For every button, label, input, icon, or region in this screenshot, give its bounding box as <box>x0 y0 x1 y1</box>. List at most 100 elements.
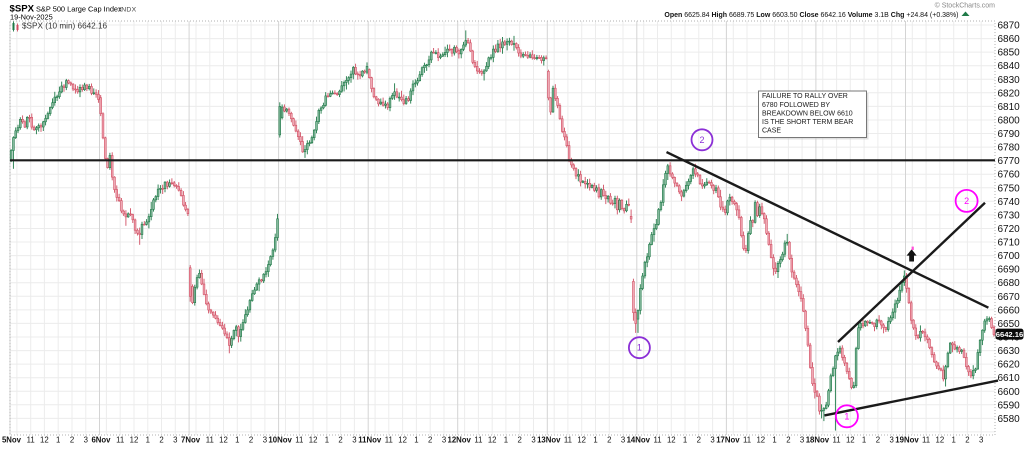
svg-text:11: 11 <box>206 436 214 445</box>
svg-text:3: 3 <box>84 436 88 445</box>
svg-text:1: 1 <box>593 436 597 445</box>
svg-text:18Nov: 18Nov <box>806 436 830 445</box>
svg-text:6600: 6600 <box>998 387 1021 398</box>
svg-text:6590: 6590 <box>998 400 1021 411</box>
svg-text:6750: 6750 <box>998 183 1021 194</box>
svg-text:2: 2 <box>518 436 522 445</box>
svg-text:© StockCharts.com: © StockCharts.com <box>935 2 996 10</box>
svg-text:13Nov: 13Nov <box>537 436 561 445</box>
svg-text:6642.16: 6642.16 <box>996 330 1023 339</box>
svg-text:6580: 6580 <box>998 414 1021 425</box>
svg-text:1: 1 <box>325 436 329 445</box>
svg-text:14Nov: 14Nov <box>627 436 651 445</box>
svg-text:FAILURE TO RALLY OVER: FAILURE TO RALLY OVER <box>762 93 848 100</box>
svg-text:11: 11 <box>116 436 124 445</box>
svg-text:11: 11 <box>833 436 841 445</box>
svg-text:11Nov: 11Nov <box>358 436 382 445</box>
svg-text:11: 11 <box>922 436 930 445</box>
svg-text:12: 12 <box>756 436 765 445</box>
svg-text:S&P 500 Large Cap Index: S&P 500 Large Cap Index <box>36 5 122 14</box>
svg-text:6620: 6620 <box>998 360 1021 371</box>
svg-text:1: 1 <box>683 436 687 445</box>
svg-text:6690: 6690 <box>998 265 1021 276</box>
svg-text:12: 12 <box>40 436 49 445</box>
svg-text:CASE: CASE <box>762 128 781 135</box>
svg-text:11: 11 <box>653 436 661 445</box>
svg-text:12: 12 <box>936 436 945 445</box>
svg-text:6650: 6650 <box>998 319 1021 330</box>
svg-text:IS THE SHORT TERM BEAR: IS THE SHORT TERM BEAR <box>762 119 853 126</box>
svg-text:3: 3 <box>710 436 714 445</box>
svg-text:12: 12 <box>219 436 228 445</box>
svg-text:3: 3 <box>890 436 894 445</box>
svg-text:19Nov: 19Nov <box>895 436 919 445</box>
svg-text:6Nov: 6Nov <box>91 436 111 445</box>
svg-text:6780 FOLLOWED BY: 6780 FOLLOWED BY <box>762 102 830 109</box>
svg-text:12: 12 <box>130 436 139 445</box>
svg-text:19-Nov-2025: 19-Nov-2025 <box>10 13 53 22</box>
svg-text:3: 3 <box>800 436 804 445</box>
svg-text:2: 2 <box>70 436 74 445</box>
svg-text:12: 12 <box>846 436 855 445</box>
svg-text:12: 12 <box>488 436 497 445</box>
svg-text:17Nov: 17Nov <box>716 436 740 445</box>
svg-text:7Nov: 7Nov <box>181 436 201 445</box>
svg-text:INDX: INDX <box>119 7 137 14</box>
svg-text:6670: 6670 <box>998 292 1021 303</box>
svg-text:Open 6625.84 High 6689.75 Low: Open 6625.84 High 6689.75 Low 6603.50 Cl… <box>664 12 958 19</box>
svg-text:6840: 6840 <box>998 61 1021 72</box>
svg-text:2: 2 <box>607 436 611 445</box>
svg-text:6720: 6720 <box>998 224 1021 235</box>
svg-text:6780: 6780 <box>998 143 1021 154</box>
svg-text:3: 3 <box>263 436 267 445</box>
svg-text:3: 3 <box>173 436 177 445</box>
svg-text:6680: 6680 <box>998 278 1021 289</box>
svg-text:6660: 6660 <box>998 305 1021 316</box>
svg-text:6700: 6700 <box>998 251 1021 262</box>
svg-text:11: 11 <box>743 436 751 445</box>
svg-text:12: 12 <box>309 436 318 445</box>
svg-text:1: 1 <box>56 436 60 445</box>
svg-text:6790: 6790 <box>998 129 1021 140</box>
svg-text:11: 11 <box>385 436 393 445</box>
svg-text:6860: 6860 <box>998 34 1021 45</box>
svg-text:2: 2 <box>697 436 701 445</box>
svg-text:6710: 6710 <box>998 238 1021 249</box>
svg-text:$SPX (10 min) 6642.16: $SPX (10 min) 6642.16 <box>22 22 108 31</box>
svg-text:1: 1 <box>235 436 239 445</box>
svg-text:11: 11 <box>474 436 482 445</box>
svg-text:6870: 6870 <box>998 21 1021 32</box>
svg-text:6770: 6770 <box>998 156 1021 167</box>
svg-text:12: 12 <box>667 436 676 445</box>
svg-text:2: 2 <box>965 436 969 445</box>
svg-text:1: 1 <box>772 436 776 445</box>
svg-text:6800: 6800 <box>998 116 1021 127</box>
svg-text:1: 1 <box>844 411 849 421</box>
svg-text:6820: 6820 <box>998 88 1021 99</box>
svg-text:12: 12 <box>398 436 407 445</box>
svg-text:1: 1 <box>862 436 866 445</box>
svg-text:2: 2 <box>428 436 432 445</box>
svg-text:3: 3 <box>442 436 446 445</box>
svg-text:6830: 6830 <box>998 75 1021 86</box>
svg-text:2: 2 <box>159 436 163 445</box>
svg-text:6630: 6630 <box>998 346 1021 357</box>
svg-text:6730: 6730 <box>998 210 1021 221</box>
svg-text:10Nov: 10Nov <box>268 436 292 445</box>
svg-text:3: 3 <box>979 436 983 445</box>
svg-text:BREAKDOWN BELOW 6610: BREAKDOWN BELOW 6610 <box>762 110 853 117</box>
svg-text:2: 2 <box>338 436 342 445</box>
svg-text:1: 1 <box>504 436 508 445</box>
svg-text:3: 3 <box>621 436 625 445</box>
svg-text:3: 3 <box>531 436 535 445</box>
svg-text:2: 2 <box>876 436 880 445</box>
svg-text:12: 12 <box>577 436 586 445</box>
svg-text:1: 1 <box>146 436 150 445</box>
svg-text:11: 11 <box>27 436 35 445</box>
svg-text:1: 1 <box>637 343 642 353</box>
svg-text:6610: 6610 <box>998 373 1021 384</box>
svg-text:6740: 6740 <box>998 197 1021 208</box>
svg-text:2: 2 <box>249 436 253 445</box>
svg-text:6810: 6810 <box>998 102 1021 113</box>
svg-text:11: 11 <box>295 436 303 445</box>
